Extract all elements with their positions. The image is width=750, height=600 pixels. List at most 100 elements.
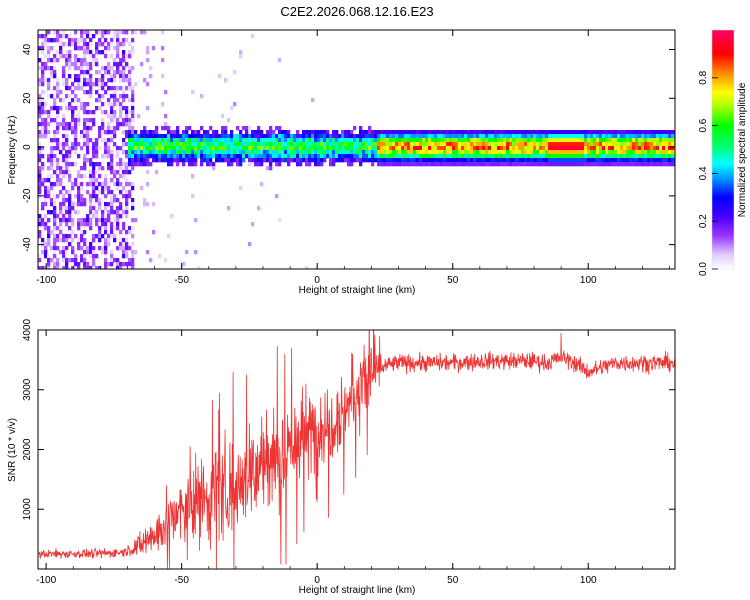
heatmap-cell xyxy=(293,150,297,155)
heatmap-cell xyxy=(47,178,51,183)
heatmap-cell xyxy=(122,142,126,147)
heatmap-cell xyxy=(80,194,84,199)
heatmap-cell xyxy=(431,142,435,147)
heatmap-cell xyxy=(584,158,588,163)
heatmap-cell xyxy=(320,142,324,147)
heatmap-cell xyxy=(428,134,432,139)
heatmap-cell xyxy=(83,38,87,43)
heatmap-cell xyxy=(206,162,210,167)
heatmap-cell xyxy=(440,134,444,139)
heatmap-cell xyxy=(635,138,639,143)
heatmap-cell xyxy=(572,150,576,155)
heatmap-cell xyxy=(425,150,429,155)
heatmap-cell xyxy=(605,158,609,163)
heatmap-cell xyxy=(86,222,90,227)
heatmap-cell xyxy=(110,106,114,111)
heatmap-cell xyxy=(212,150,216,155)
heatmap-cell xyxy=(260,150,264,155)
heatmap-cell xyxy=(41,218,45,223)
heatmap-cell xyxy=(215,154,219,159)
heatmap-cell xyxy=(116,162,120,167)
heatmap-cell xyxy=(560,138,564,143)
heatmap-cell xyxy=(629,154,633,159)
heatmap-cell xyxy=(170,146,174,151)
heatmap-cell xyxy=(122,186,126,191)
heatmap-cell xyxy=(197,138,201,143)
heatmap-cell xyxy=(629,146,633,151)
heatmap-cell xyxy=(479,138,483,143)
heatmap-cells xyxy=(38,30,675,269)
heatmap-cell xyxy=(536,146,540,151)
heatmap-cell xyxy=(80,166,84,171)
heatmap-cell xyxy=(614,134,618,139)
heatmap-cell xyxy=(44,134,48,139)
heatmap-cell xyxy=(641,134,645,139)
heatmap-cell xyxy=(53,98,57,103)
heatmap-cell xyxy=(545,142,549,147)
heatmap-cell xyxy=(71,182,75,187)
heatmap-cell xyxy=(371,158,375,163)
heatmap-cell xyxy=(524,154,528,159)
heatmap-cell xyxy=(317,134,321,139)
heatmap-cell xyxy=(53,266,57,269)
heatmap-cell xyxy=(167,234,171,239)
heatmap-cell xyxy=(98,70,102,75)
heatmap-cell xyxy=(47,210,51,215)
heatmap-cell xyxy=(131,158,135,163)
heatmap-cell xyxy=(110,178,114,183)
heatmap-cell xyxy=(434,154,438,159)
heatmap-cell xyxy=(41,98,45,103)
heatmap-cell xyxy=(605,138,609,143)
heatmap-cell xyxy=(122,106,126,111)
heatmap-cell xyxy=(452,138,456,143)
heatmap-cell xyxy=(185,142,189,147)
heatmap-cell xyxy=(461,138,465,143)
heatmap-cell xyxy=(62,206,66,211)
heatmap-cell xyxy=(110,194,114,199)
heatmap-cell xyxy=(254,138,258,143)
heatmap-cell xyxy=(38,218,42,223)
heatmap-cell xyxy=(107,190,111,195)
heatmap-cell xyxy=(62,218,66,223)
heatmap-cell xyxy=(338,138,342,143)
heatmap-cell xyxy=(128,118,132,123)
heatmap-cell xyxy=(398,154,402,159)
heatmap-cell xyxy=(245,138,249,143)
heatmap-cell xyxy=(581,158,585,163)
heatmap-cell xyxy=(401,130,405,135)
heatmap-cell xyxy=(380,158,384,163)
heatmap-cell xyxy=(233,158,237,163)
heatmap-cell xyxy=(386,138,390,143)
heatmap-cell xyxy=(581,146,585,151)
heatmap-cell xyxy=(365,134,369,139)
heatmap-cell xyxy=(98,126,102,131)
heatmap-cell xyxy=(167,126,171,131)
heatmap-cell xyxy=(350,162,354,167)
heatmap-cell xyxy=(224,146,228,151)
heatmap-cell xyxy=(581,154,585,159)
heatmap-cell xyxy=(119,110,123,115)
heatmap-cell xyxy=(143,162,147,167)
heatmap-cell xyxy=(533,146,537,151)
heatmap-cell xyxy=(71,118,75,123)
heatmap-cell xyxy=(449,134,453,139)
heatmap-cell xyxy=(68,170,72,175)
heatmap-cell xyxy=(461,142,465,147)
heatmap-cell xyxy=(83,250,87,255)
heatmap-cell xyxy=(302,142,306,147)
heatmap-cell xyxy=(47,218,51,223)
heatmap-cell xyxy=(641,162,645,167)
heatmap-cell xyxy=(110,102,114,107)
heatmap-cell xyxy=(104,258,108,263)
heatmap-cell xyxy=(125,134,129,139)
heatmap-cell xyxy=(131,46,135,51)
heatmap-cell xyxy=(71,62,75,67)
heatmap-cell xyxy=(578,158,582,163)
heatmap-cell xyxy=(158,150,162,155)
heatmap-cell xyxy=(665,162,669,167)
heatmap-cell xyxy=(287,158,291,163)
heatmap-cell xyxy=(593,150,597,155)
heatmap-cell xyxy=(224,154,228,159)
heatmap-cell xyxy=(65,82,69,87)
heatmap-cell xyxy=(521,130,525,135)
